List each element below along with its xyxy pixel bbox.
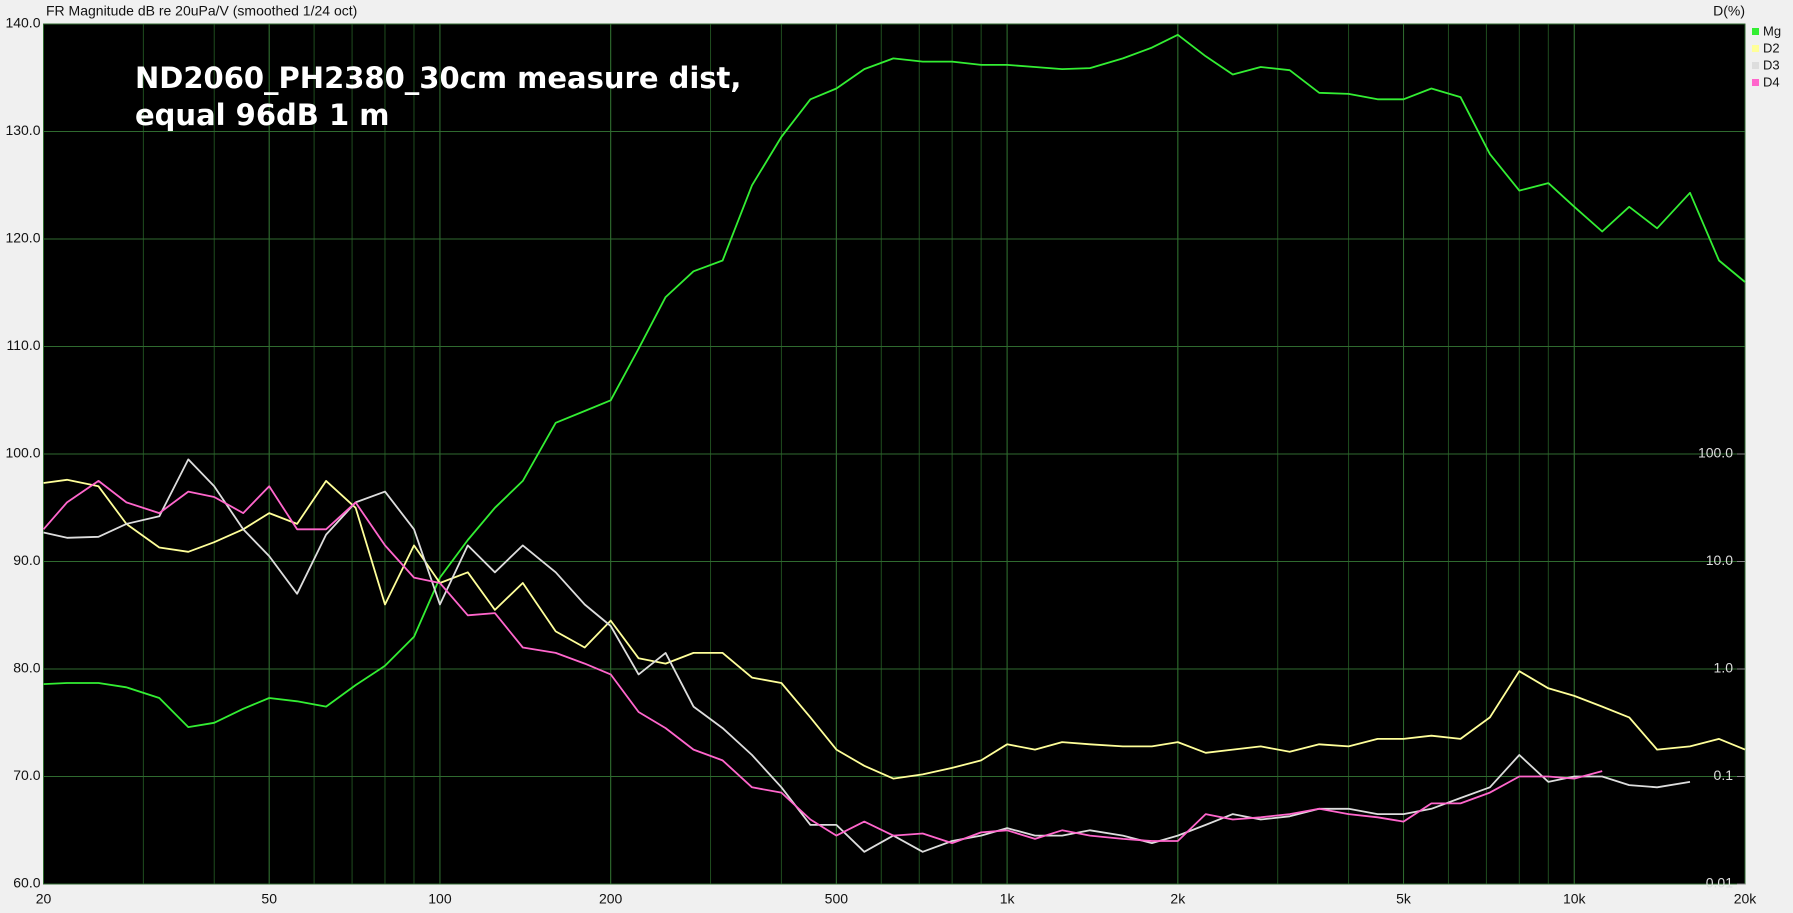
y2-tick-label: 10.0: [1706, 552, 1733, 568]
x-tick-label: 200: [599, 891, 623, 907]
y2-tick-label: 0.01: [1706, 875, 1733, 891]
series-line: [43, 458, 1691, 853]
legend-swatch: [1752, 79, 1759, 86]
y-tick-label: 80.0: [13, 660, 40, 676]
x-tick-label: 10k: [1563, 891, 1587, 907]
y-tick-label: 100.0: [5, 445, 40, 461]
y-tick-label: 120.0: [5, 230, 40, 246]
annotation: equal 96dB 1 m: [135, 98, 390, 132]
legend-swatch: [1752, 45, 1759, 52]
x-tick-label: 1k: [1000, 891, 1016, 907]
y2-axis-label: D(%): [1713, 3, 1745, 19]
series-line: [42, 480, 1603, 844]
legend-label: D2: [1763, 40, 1780, 55]
legend-swatch: [1752, 62, 1759, 69]
legend-label: D4: [1763, 74, 1780, 89]
y-axis-label: FR Magnitude dB re 20uPa/V (smoothed 1/2…: [46, 3, 357, 19]
legend-swatch: [1752, 28, 1759, 35]
x-tick-label: 50: [261, 891, 277, 907]
y-tick-label: 140.0: [5, 15, 40, 31]
y2-tick-label: 0.1: [1714, 767, 1734, 783]
y2-tick-label: 1.0: [1714, 660, 1734, 676]
y-tick-label: 110.0: [7, 337, 41, 353]
y2-tick-label: 100.0: [1698, 445, 1733, 461]
y-tick-label: 70.0: [13, 767, 40, 783]
legend-label: Mg: [1763, 23, 1781, 38]
series-line: [43, 478, 1746, 780]
x-tick-label: 2k: [1170, 891, 1186, 907]
legend-label: D3: [1763, 57, 1780, 72]
series-line: [43, 33, 1746, 728]
y-tick-label: 90.0: [13, 552, 40, 568]
annotation: ND2060_PH2380_30cm measure dist,: [135, 61, 741, 95]
y-tick-label: 130.0: [5, 122, 40, 138]
x-tick-label: 100: [428, 891, 452, 907]
x-tick-label: 20: [36, 891, 52, 907]
x-tick-label: 20k: [1734, 891, 1758, 907]
x-tick-label: 500: [825, 891, 849, 907]
x-tick-label: 5k: [1396, 891, 1412, 907]
y-tick-label: 60.0: [13, 875, 40, 891]
